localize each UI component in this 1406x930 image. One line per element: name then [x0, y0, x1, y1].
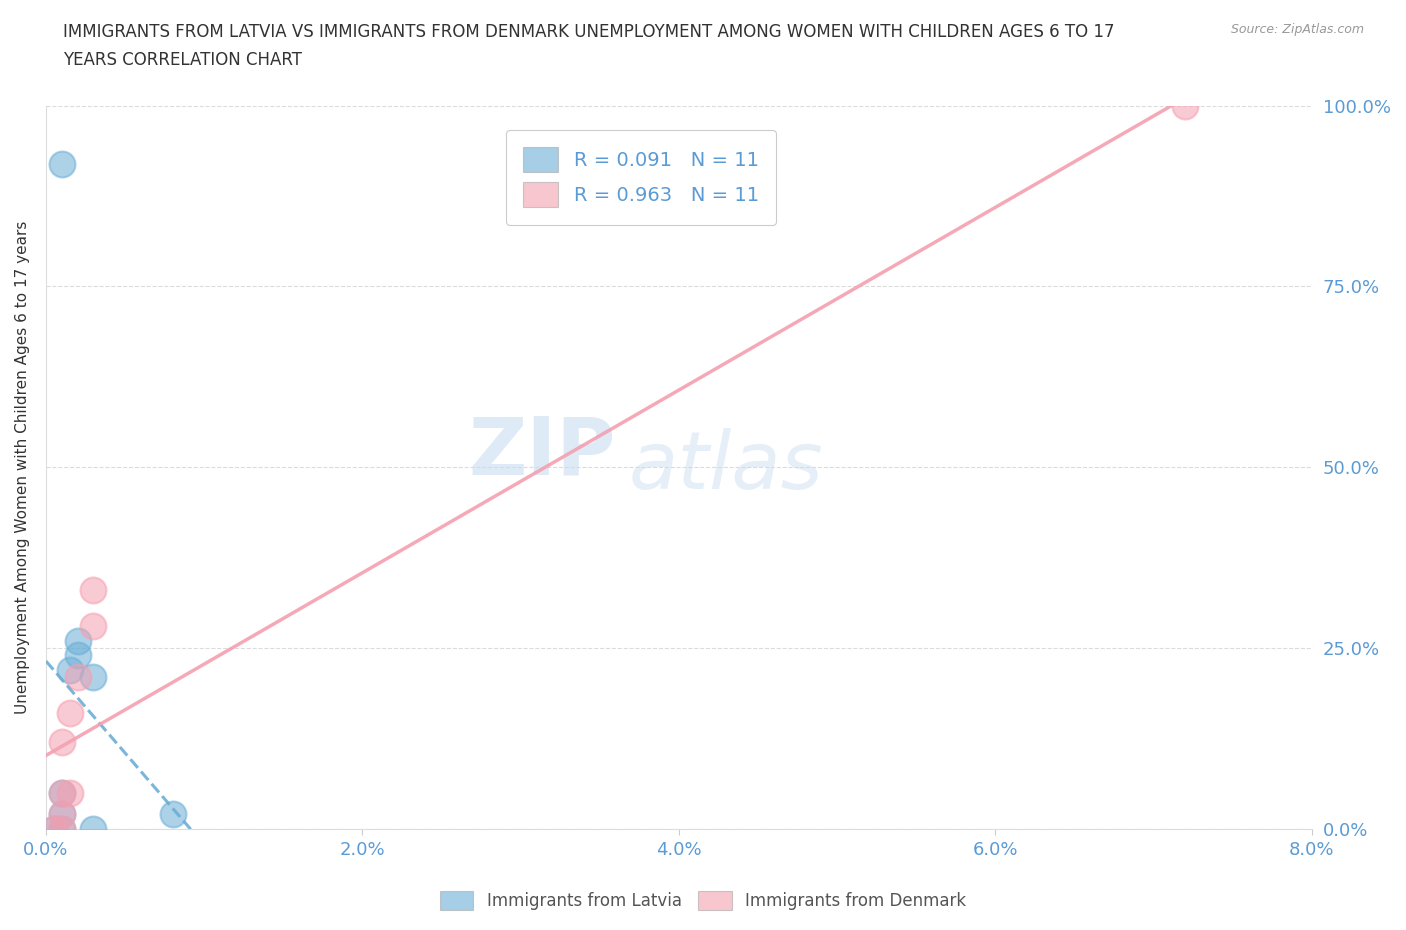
- Point: [1174, 99, 1197, 113]
- Point: [51, 785, 73, 800]
- Point: [162, 807, 184, 822]
- Point: [59, 662, 82, 677]
- Text: ZIP: ZIP: [468, 414, 616, 492]
- Point: [82, 583, 104, 598]
- Point: [59, 706, 82, 721]
- Point: [59, 785, 82, 800]
- Point: [42, 821, 65, 836]
- Point: [51, 785, 73, 800]
- Legend: Immigrants from Latvia, Immigrants from Denmark: Immigrants from Latvia, Immigrants from …: [433, 884, 973, 917]
- Point: [82, 618, 104, 633]
- Text: YEARS CORRELATION CHART: YEARS CORRELATION CHART: [63, 51, 302, 69]
- Point: [66, 633, 89, 648]
- Point: [51, 735, 73, 750]
- Text: IMMIGRANTS FROM LATVIA VS IMMIGRANTS FROM DENMARK UNEMPLOYMENT AMONG WOMEN WITH : IMMIGRANTS FROM LATVIA VS IMMIGRANTS FRO…: [63, 23, 1115, 41]
- Point: [82, 670, 104, 684]
- Point: [51, 821, 73, 836]
- Point: [66, 647, 89, 662]
- Text: Source: ZipAtlas.com: Source: ZipAtlas.com: [1230, 23, 1364, 36]
- Legend: R = 0.091   N = 11, R = 0.963   N = 11: R = 0.091 N = 11, R = 0.963 N = 11: [506, 130, 776, 224]
- Y-axis label: Unemployment Among Women with Children Ages 6 to 17 years: Unemployment Among Women with Children A…: [15, 220, 30, 714]
- Text: atlas: atlas: [628, 428, 823, 506]
- Point: [82, 821, 104, 836]
- Point: [51, 821, 73, 836]
- Point: [42, 821, 65, 836]
- Point: [51, 807, 73, 822]
- Point: [66, 670, 89, 684]
- Point: [51, 156, 73, 171]
- Point: [51, 807, 73, 822]
